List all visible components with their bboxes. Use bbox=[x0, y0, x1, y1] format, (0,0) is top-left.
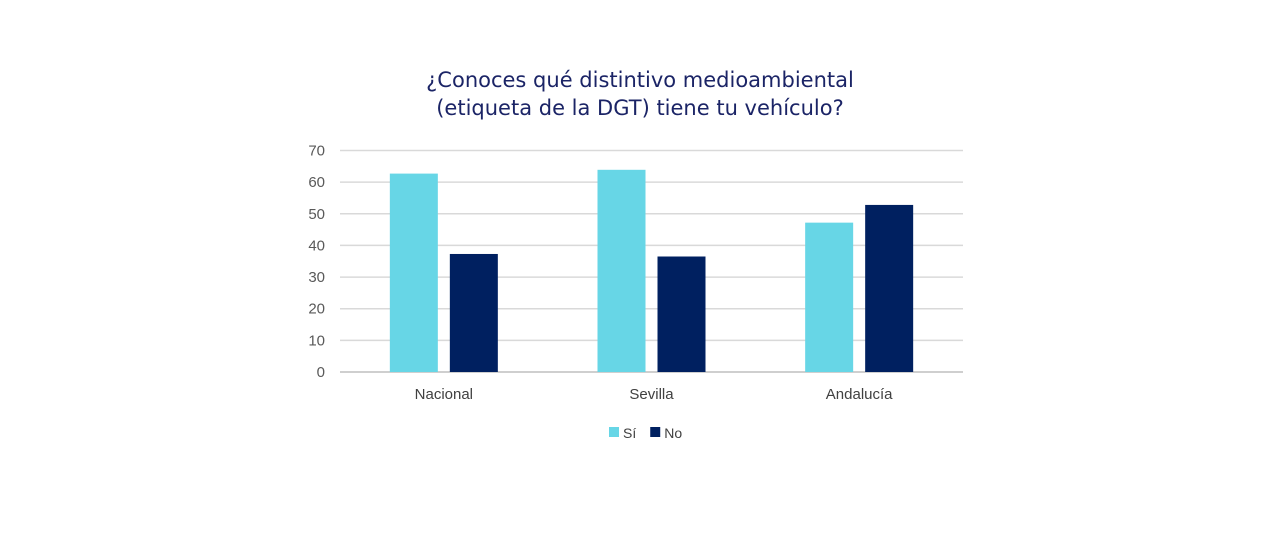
x-tick-label: Andalucía bbox=[826, 386, 893, 403]
chart-title-line-1: ¿Conoces qué distintivo medioambiental bbox=[426, 68, 854, 92]
x-tick-label: Nacional bbox=[415, 386, 473, 403]
y-tick-label: 0 bbox=[317, 364, 325, 381]
chart-title-line-2: (etiqueta de la DGT) tiene tu vehículo? bbox=[436, 96, 844, 120]
y-tick-label: 60 bbox=[308, 174, 325, 191]
y-tick-label: 50 bbox=[308, 206, 325, 223]
y-tick-label: 70 bbox=[308, 143, 325, 160]
y-tick-label: 40 bbox=[308, 237, 325, 254]
bar-si-andalucia bbox=[805, 222, 854, 372]
legend-swatch bbox=[650, 427, 661, 437]
bar-no-sevilla bbox=[657, 256, 706, 372]
y-tick-label: 10 bbox=[308, 332, 325, 349]
bar-no-nacional bbox=[449, 253, 498, 372]
legend-swatch bbox=[609, 427, 619, 437]
bar-no-andalucia bbox=[865, 204, 914, 372]
y-tick-label: 20 bbox=[308, 301, 325, 318]
bar-si-sevilla bbox=[597, 169, 646, 372]
bar-si-nacional bbox=[389, 173, 438, 372]
y-tick-label: 30 bbox=[308, 269, 325, 286]
x-tick-label: Sevilla bbox=[629, 386, 674, 403]
legend-label: Sí bbox=[623, 425, 636, 441]
legend-label: No bbox=[664, 425, 682, 441]
chart-title: ¿Conoces qué distintivo medioambiental (… bbox=[0, 66, 1280, 122]
